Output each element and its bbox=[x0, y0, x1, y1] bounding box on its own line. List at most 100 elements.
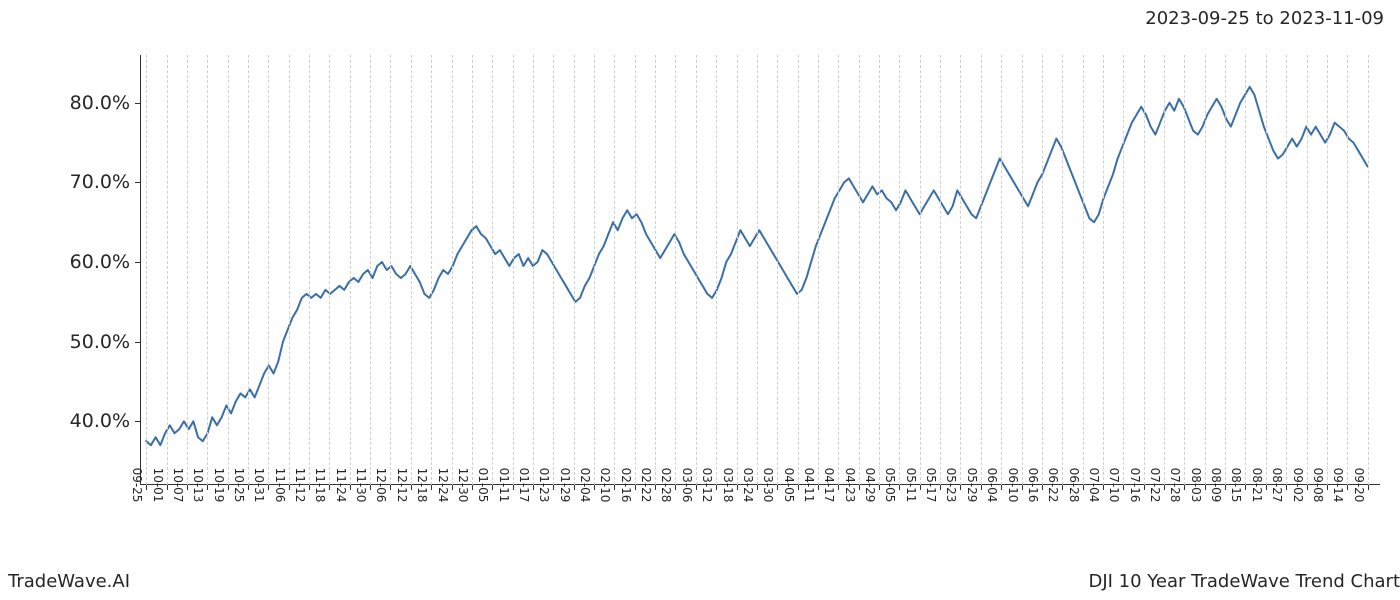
xtick-label: 11-24 bbox=[348, 468, 354, 503]
grid-vertical bbox=[940, 55, 941, 485]
ytick-mark bbox=[135, 262, 140, 263]
grid-vertical bbox=[228, 55, 229, 485]
xtick-label: 07-10 bbox=[1121, 468, 1127, 503]
xtick-label: 02-16 bbox=[633, 468, 639, 503]
grid-vertical bbox=[1205, 55, 1206, 485]
ytick-mark bbox=[135, 421, 140, 422]
xtick-label: 12-24 bbox=[450, 468, 456, 503]
ytick-label: 70.0% bbox=[20, 171, 130, 193]
xtick-label: 01-23 bbox=[551, 468, 557, 503]
grid-vertical bbox=[1368, 55, 1369, 485]
xtick-label: 12-18 bbox=[429, 468, 435, 503]
xtick-label: 10-07 bbox=[185, 468, 191, 503]
grid-vertical bbox=[737, 55, 738, 485]
grid-vertical bbox=[533, 55, 534, 485]
xtick-label: 11-06 bbox=[287, 468, 293, 503]
ytick-mark bbox=[135, 182, 140, 183]
xtick-label: 04-17 bbox=[836, 468, 842, 503]
grid-vertical bbox=[289, 55, 290, 485]
grid-vertical bbox=[675, 55, 676, 485]
xtick-label: 05-11 bbox=[918, 468, 924, 503]
grid-vertical bbox=[655, 55, 656, 485]
xtick-label: 05-29 bbox=[979, 468, 985, 503]
grid-vertical bbox=[838, 55, 839, 485]
xtick-label: 06-16 bbox=[1040, 468, 1046, 503]
xtick-label: 08-15 bbox=[1243, 468, 1249, 503]
xtick-label: 09-08 bbox=[1325, 468, 1331, 503]
grid-vertical bbox=[879, 55, 880, 485]
grid-vertical bbox=[777, 55, 778, 485]
grid-vertical bbox=[411, 55, 412, 485]
grid-vertical bbox=[268, 55, 269, 485]
xtick-label: 04-05 bbox=[796, 468, 802, 503]
xtick-label: 07-28 bbox=[1182, 468, 1188, 503]
xtick-label: 02-10 bbox=[612, 468, 618, 503]
grid-vertical bbox=[594, 55, 595, 485]
grid-vertical bbox=[716, 55, 717, 485]
grid-vertical bbox=[1164, 55, 1165, 485]
xtick-label: 10-31 bbox=[266, 468, 272, 503]
grid-vertical bbox=[1266, 55, 1267, 485]
grid-vertical bbox=[1062, 55, 1063, 485]
xtick-label: 06-10 bbox=[1020, 468, 1026, 503]
grid-vertical bbox=[452, 55, 453, 485]
xtick-label: 03-30 bbox=[775, 468, 781, 503]
grid-vertical bbox=[553, 55, 554, 485]
grid-vertical bbox=[390, 55, 391, 485]
grid-vertical bbox=[1286, 55, 1287, 485]
plot-area: 09-2510-0110-0710-1310-1910-2510-3111-06… bbox=[140, 55, 1380, 485]
grid-vertical bbox=[146, 55, 147, 485]
grid-vertical bbox=[696, 55, 697, 485]
xtick-label: 09-20 bbox=[1366, 468, 1372, 503]
trend-line bbox=[140, 55, 1380, 485]
xtick-label: 05-05 bbox=[897, 468, 903, 503]
xtick-label: 11-18 bbox=[327, 468, 333, 503]
grid-vertical bbox=[1347, 55, 1348, 485]
xtick-label: 10-19 bbox=[226, 468, 232, 503]
grid-vertical bbox=[370, 55, 371, 485]
xtick-label: 09-25 bbox=[144, 468, 150, 503]
xtick-label: 03-12 bbox=[714, 468, 720, 503]
grid-vertical bbox=[431, 55, 432, 485]
grid-vertical bbox=[1083, 55, 1084, 485]
xtick-label: 12-12 bbox=[409, 468, 415, 503]
xtick-label: 10-01 bbox=[165, 468, 171, 503]
grid-vertical bbox=[1307, 55, 1308, 485]
xtick-label: 01-11 bbox=[511, 468, 517, 503]
xtick-label: 03-06 bbox=[694, 468, 700, 503]
grid-vertical bbox=[1001, 55, 1002, 485]
xtick-label: 08-27 bbox=[1284, 468, 1290, 503]
xtick-label: 09-02 bbox=[1305, 468, 1311, 503]
xtick-label: 08-03 bbox=[1203, 468, 1209, 503]
grid-vertical bbox=[167, 55, 168, 485]
grid-vertical bbox=[635, 55, 636, 485]
xtick-label: 03-18 bbox=[735, 468, 741, 503]
ytick-mark bbox=[135, 342, 140, 343]
grid-vertical bbox=[574, 55, 575, 485]
grid-vertical bbox=[614, 55, 615, 485]
grid-vertical bbox=[1225, 55, 1226, 485]
xtick-label: 08-21 bbox=[1264, 468, 1270, 503]
xtick-label: 12-30 bbox=[470, 468, 476, 503]
grid-vertical bbox=[798, 55, 799, 485]
grid-vertical bbox=[187, 55, 188, 485]
grid-vertical bbox=[1184, 55, 1185, 485]
grid-vertical bbox=[309, 55, 310, 485]
brand-footer: TradeWave.AI bbox=[8, 571, 130, 592]
xtick-label: 06-04 bbox=[999, 468, 1005, 503]
ytick-label: 80.0% bbox=[20, 92, 130, 114]
xtick-label: 04-23 bbox=[857, 468, 863, 503]
grid-vertical bbox=[1022, 55, 1023, 485]
xtick-label: 03-24 bbox=[755, 468, 761, 503]
ytick-mark bbox=[135, 103, 140, 104]
xtick-label: 05-23 bbox=[958, 468, 964, 503]
grid-vertical bbox=[472, 55, 473, 485]
xtick-label: 01-29 bbox=[572, 468, 578, 503]
grid-vertical bbox=[1144, 55, 1145, 485]
ytick-label: 40.0% bbox=[20, 410, 130, 432]
grid-vertical bbox=[899, 55, 900, 485]
grid-vertical bbox=[207, 55, 208, 485]
grid-vertical bbox=[1123, 55, 1124, 485]
grid-vertical bbox=[960, 55, 961, 485]
xtick-label: 07-16 bbox=[1142, 468, 1148, 503]
